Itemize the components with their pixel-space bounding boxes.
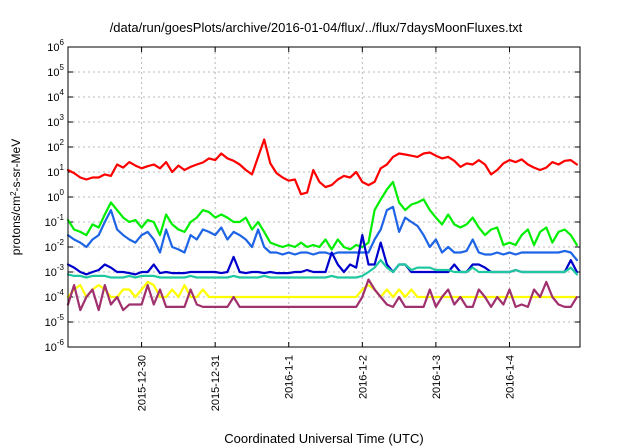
grid-lines <box>68 46 580 348</box>
y-tick-label: 101 <box>47 163 64 179</box>
x-tick-label: 2016-1-2 <box>357 355 369 399</box>
series-line-1 <box>66 138 579 196</box>
y-tick-label: 10-2 <box>45 238 65 254</box>
series-line-2 <box>66 180 579 251</box>
x-tick-label: 2015-12-30 <box>137 355 149 411</box>
y-tick-label: 10-6 <box>45 338 65 354</box>
x-tick-label: 2016-1-3 <box>431 355 443 399</box>
series-line-5 <box>66 259 579 279</box>
y-axis-label: protons/cm2-s-sr-MeV <box>9 139 24 255</box>
x-tick-label: 2016-1-4 <box>504 355 516 399</box>
series-line-7 <box>66 278 579 312</box>
y-tick-label: 105 <box>47 63 64 79</box>
y-tick-label: 102 <box>47 138 64 154</box>
series-line-4 <box>66 234 579 276</box>
y-tick-label: 10-5 <box>45 313 65 329</box>
y-tick-label: 103 <box>47 113 64 129</box>
x-tick-label: 2015-12-31 <box>210 355 222 411</box>
y-tick-label: 10-3 <box>45 263 65 279</box>
y-tick-labels: 10-6 10-5 10-4 10-3 10-2 10-1 100 101 102 103 104 1… <box>45 38 65 354</box>
series-line-3 <box>66 205 579 262</box>
series-layer <box>66 138 579 312</box>
y-tick-label: 100 <box>47 188 64 204</box>
plot-frame <box>67 46 581 348</box>
x-tick-label: 2016-1-1 <box>284 355 296 399</box>
chart-title: /data/run/goesPlots/archive/2016-01-04/f… <box>110 20 523 35</box>
y-tick-label: 10-4 <box>45 288 65 304</box>
series-line-6 <box>66 280 579 299</box>
y-tick-label: 10-1 <box>45 213 65 229</box>
y-tick-label: 104 <box>47 88 64 104</box>
x-axis-label: Coordinated Universal Time (UTC) <box>224 431 423 446</box>
x-tick-labels: 2015-12-30 2015-12-31 2016-1-1 2016-1-2 2016… <box>137 355 517 411</box>
y-tick-label: 106 <box>47 38 64 54</box>
